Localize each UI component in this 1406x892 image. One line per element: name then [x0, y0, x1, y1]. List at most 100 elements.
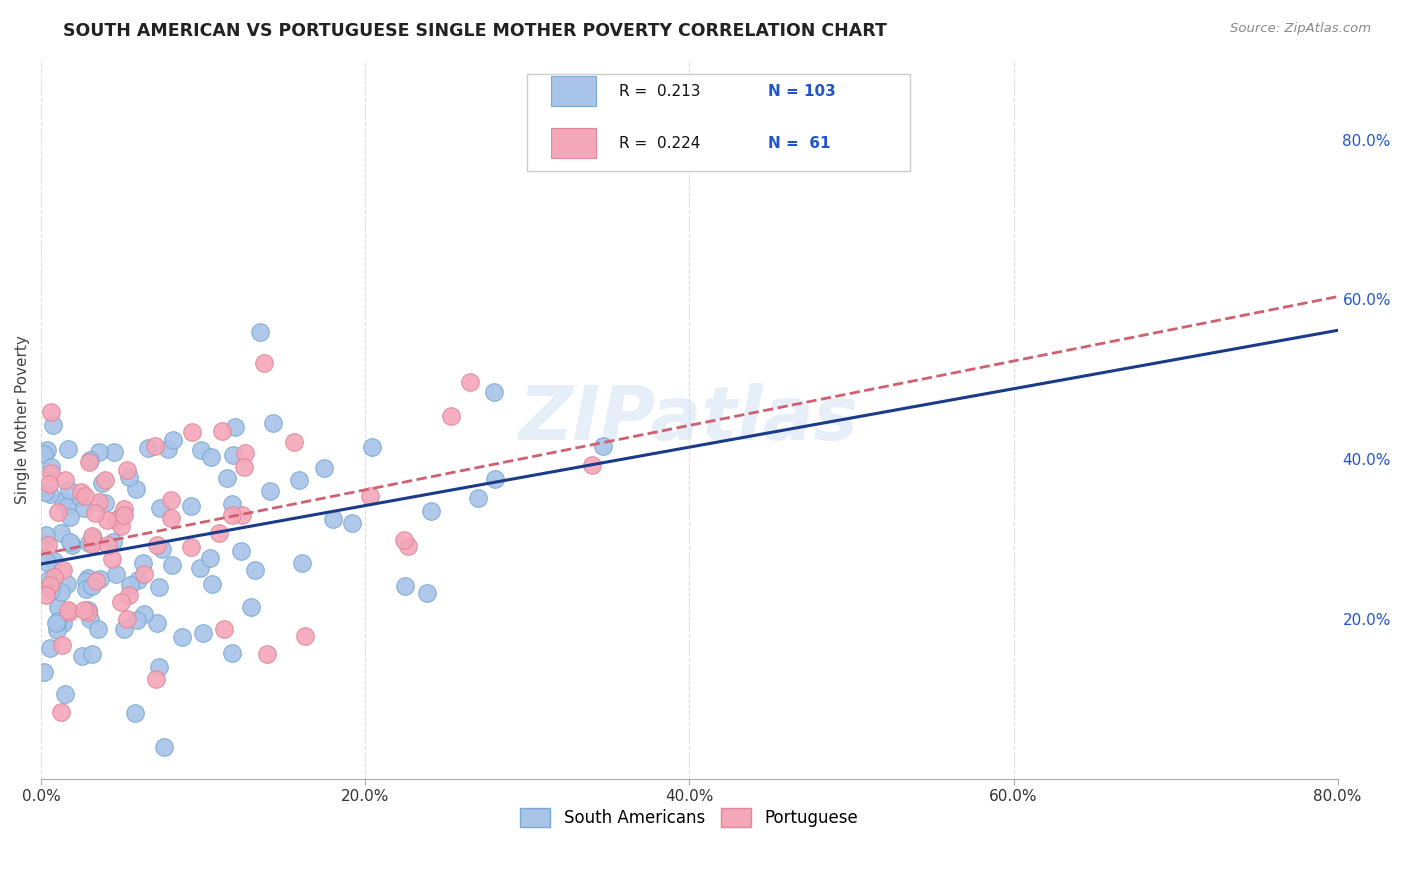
- Point: [59, 510, 82, 524]
- Point: [42, 418, 65, 433]
- Point: [56, 603, 79, 617]
- Point: [191, 625, 214, 640]
- Point: [52, 493, 75, 508]
- Point: [200, 450, 222, 465]
- Point: [180, 541, 202, 555]
- Point: [484, 472, 506, 486]
- Point: [110, 595, 132, 609]
- Point: [110, 519, 132, 533]
- Point: [60, 538, 83, 552]
- Text: ZIPatlas: ZIPatlas: [519, 383, 859, 456]
- Point: [190, 442, 212, 457]
- Point: [39, 459, 62, 474]
- Point: [394, 533, 416, 547]
- Point: [256, 647, 278, 661]
- Point: [77, 455, 100, 469]
- Point: [44, 569, 66, 583]
- Point: [162, 558, 184, 573]
- Point: [148, 580, 170, 594]
- Point: [44, 554, 66, 568]
- Point: [180, 499, 202, 513]
- Point: [58, 605, 80, 619]
- Point: [59, 535, 82, 549]
- Point: [108, 509, 131, 524]
- Point: [394, 579, 416, 593]
- Point: [103, 445, 125, 459]
- Point: [82, 579, 104, 593]
- Point: [125, 482, 148, 496]
- Point: [82, 537, 104, 551]
- Point: [180, 425, 202, 439]
- Point: [148, 660, 170, 674]
- Point: [118, 469, 141, 483]
- Point: [38, 640, 60, 655]
- Point: [420, 504, 443, 518]
- Point: [467, 491, 489, 506]
- Point: [291, 557, 314, 571]
- Point: [201, 576, 224, 591]
- Point: [415, 585, 437, 599]
- Point: [77, 603, 100, 617]
- Point: [79, 453, 101, 467]
- Point: [262, 417, 284, 431]
- Point: [84, 574, 107, 588]
- Point: [211, 424, 233, 438]
- Point: [592, 439, 614, 453]
- Point: [221, 647, 243, 661]
- Point: [49, 526, 72, 541]
- Point: [51, 638, 73, 652]
- Point: [38, 487, 60, 501]
- Text: Source: ZipAtlas.com: Source: ZipAtlas.com: [1230, 22, 1371, 36]
- Point: [46, 505, 69, 519]
- Point: [84, 506, 107, 520]
- Point: [97, 538, 120, 552]
- Point: [38, 577, 60, 591]
- Point: [231, 508, 253, 522]
- Point: [70, 648, 93, 663]
- Point: [115, 611, 138, 625]
- Point: [460, 375, 482, 389]
- Text: N = 103: N = 103: [769, 84, 837, 99]
- Point: [73, 500, 96, 515]
- Text: R =  0.224: R = 0.224: [620, 136, 700, 151]
- Point: [38, 477, 60, 491]
- Point: [136, 441, 159, 455]
- Point: [162, 433, 184, 447]
- FancyBboxPatch shape: [551, 128, 596, 158]
- Point: [221, 508, 243, 522]
- Point: [200, 550, 222, 565]
- Point: [89, 572, 111, 586]
- Point: [115, 463, 138, 477]
- Point: [75, 489, 97, 503]
- Point: [82, 531, 104, 545]
- Point: [52, 563, 75, 577]
- Point: [159, 493, 181, 508]
- Point: [322, 512, 344, 526]
- Point: [294, 629, 316, 643]
- Point: [396, 539, 419, 553]
- Point: [79, 536, 101, 550]
- Point: [93, 473, 115, 487]
- Point: [37, 538, 59, 552]
- Point: [101, 551, 124, 566]
- Point: [80, 529, 103, 543]
- Point: [34, 535, 56, 549]
- Point: [259, 483, 281, 498]
- Point: [35, 588, 58, 602]
- Point: [75, 574, 97, 588]
- Point: [70, 485, 93, 500]
- Point: [38, 572, 60, 586]
- Point: [229, 543, 252, 558]
- Point: [87, 445, 110, 459]
- Point: [127, 573, 149, 587]
- Point: [145, 672, 167, 686]
- Point: [170, 630, 193, 644]
- Point: [56, 577, 79, 591]
- Point: [39, 583, 62, 598]
- Point: [208, 525, 231, 540]
- Point: [581, 458, 603, 472]
- Point: [69, 490, 91, 504]
- FancyBboxPatch shape: [527, 74, 910, 171]
- Point: [221, 498, 243, 512]
- Point: [46, 599, 69, 614]
